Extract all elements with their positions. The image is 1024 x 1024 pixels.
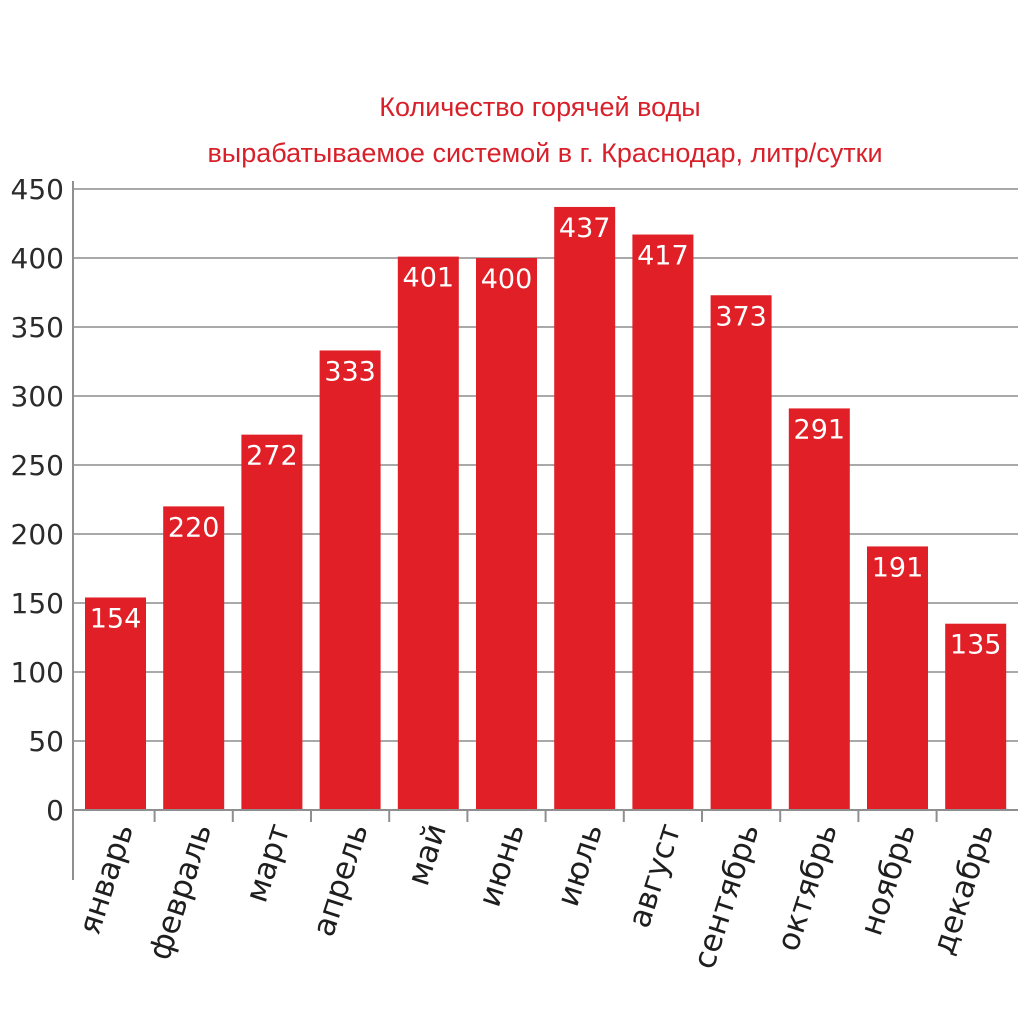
data-label: 333 [324, 356, 376, 387]
data-label: 373 [715, 301, 767, 332]
bar [163, 506, 225, 810]
data-label: 220 [168, 512, 220, 543]
x-tick-label: февраль [142, 819, 220, 964]
axes [72, 181, 1018, 880]
bar [397, 256, 459, 810]
bar [554, 206, 616, 810]
data-label: 154 [90, 603, 142, 634]
chart-title: Количество горячей воды вырабатываемое с… [207, 92, 882, 168]
y-tick-label: 0 [46, 794, 64, 827]
data-label: 437 [559, 213, 611, 244]
x-tick-label: июль [550, 819, 610, 910]
x-axis-ticks: январь февраль март апрель май июнь июль август… [72, 819, 1002, 973]
chart-title-line-1: Количество горячей воды [379, 92, 700, 122]
chart-title-line-2: вырабатываемое системой в г. Краснодар, … [207, 138, 882, 168]
data-label: 135 [950, 630, 1002, 661]
y-tick-label: 150 [11, 587, 64, 620]
bar [867, 546, 928, 810]
x-tick-label: октябрь [770, 819, 845, 955]
bar [710, 295, 772, 810]
x-tick-label: ноябрь [853, 819, 923, 939]
y-tick-label: 300 [11, 380, 64, 413]
bar [85, 597, 146, 810]
bar [945, 623, 1007, 810]
data-label: 291 [794, 414, 846, 445]
y-axis-ticks: 0 50 100 150 200 250 300 350 400 450 [11, 173, 64, 827]
bar [319, 350, 381, 810]
y-tick-label: 50 [28, 725, 64, 758]
x-tick-label: сентябрь [686, 819, 767, 973]
data-label: 400 [481, 264, 533, 295]
gridlines [73, 188, 1018, 742]
bars [85, 206, 1007, 811]
y-tick-label: 200 [11, 518, 64, 551]
bar [788, 408, 850, 810]
bar [241, 434, 303, 810]
data-label: 417 [637, 241, 689, 272]
x-tick-label: март [239, 819, 298, 906]
x-tick-label: июнь [472, 819, 532, 911]
y-tick-label: 400 [11, 242, 64, 275]
y-tick-label: 250 [11, 449, 64, 482]
y-tick-label: 350 [11, 311, 64, 344]
data-label: 272 [246, 441, 298, 472]
data-label: 401 [403, 263, 455, 294]
x-tick-label: август [621, 819, 688, 932]
bar [632, 234, 694, 811]
y-tick-label: 100 [11, 656, 64, 689]
data-labels: 154 220 272 333 401 400 437 417 373 291 191 135 [90, 213, 1002, 661]
x-tick-label: апрель [306, 819, 376, 941]
y-tick-label: 450 [11, 173, 64, 206]
x-tick-label: январь [72, 819, 142, 939]
bar [476, 258, 537, 810]
x-tick-label: декабрь [925, 819, 1001, 959]
data-label: 191 [872, 552, 924, 583]
x-tick-label: май [400, 819, 454, 890]
